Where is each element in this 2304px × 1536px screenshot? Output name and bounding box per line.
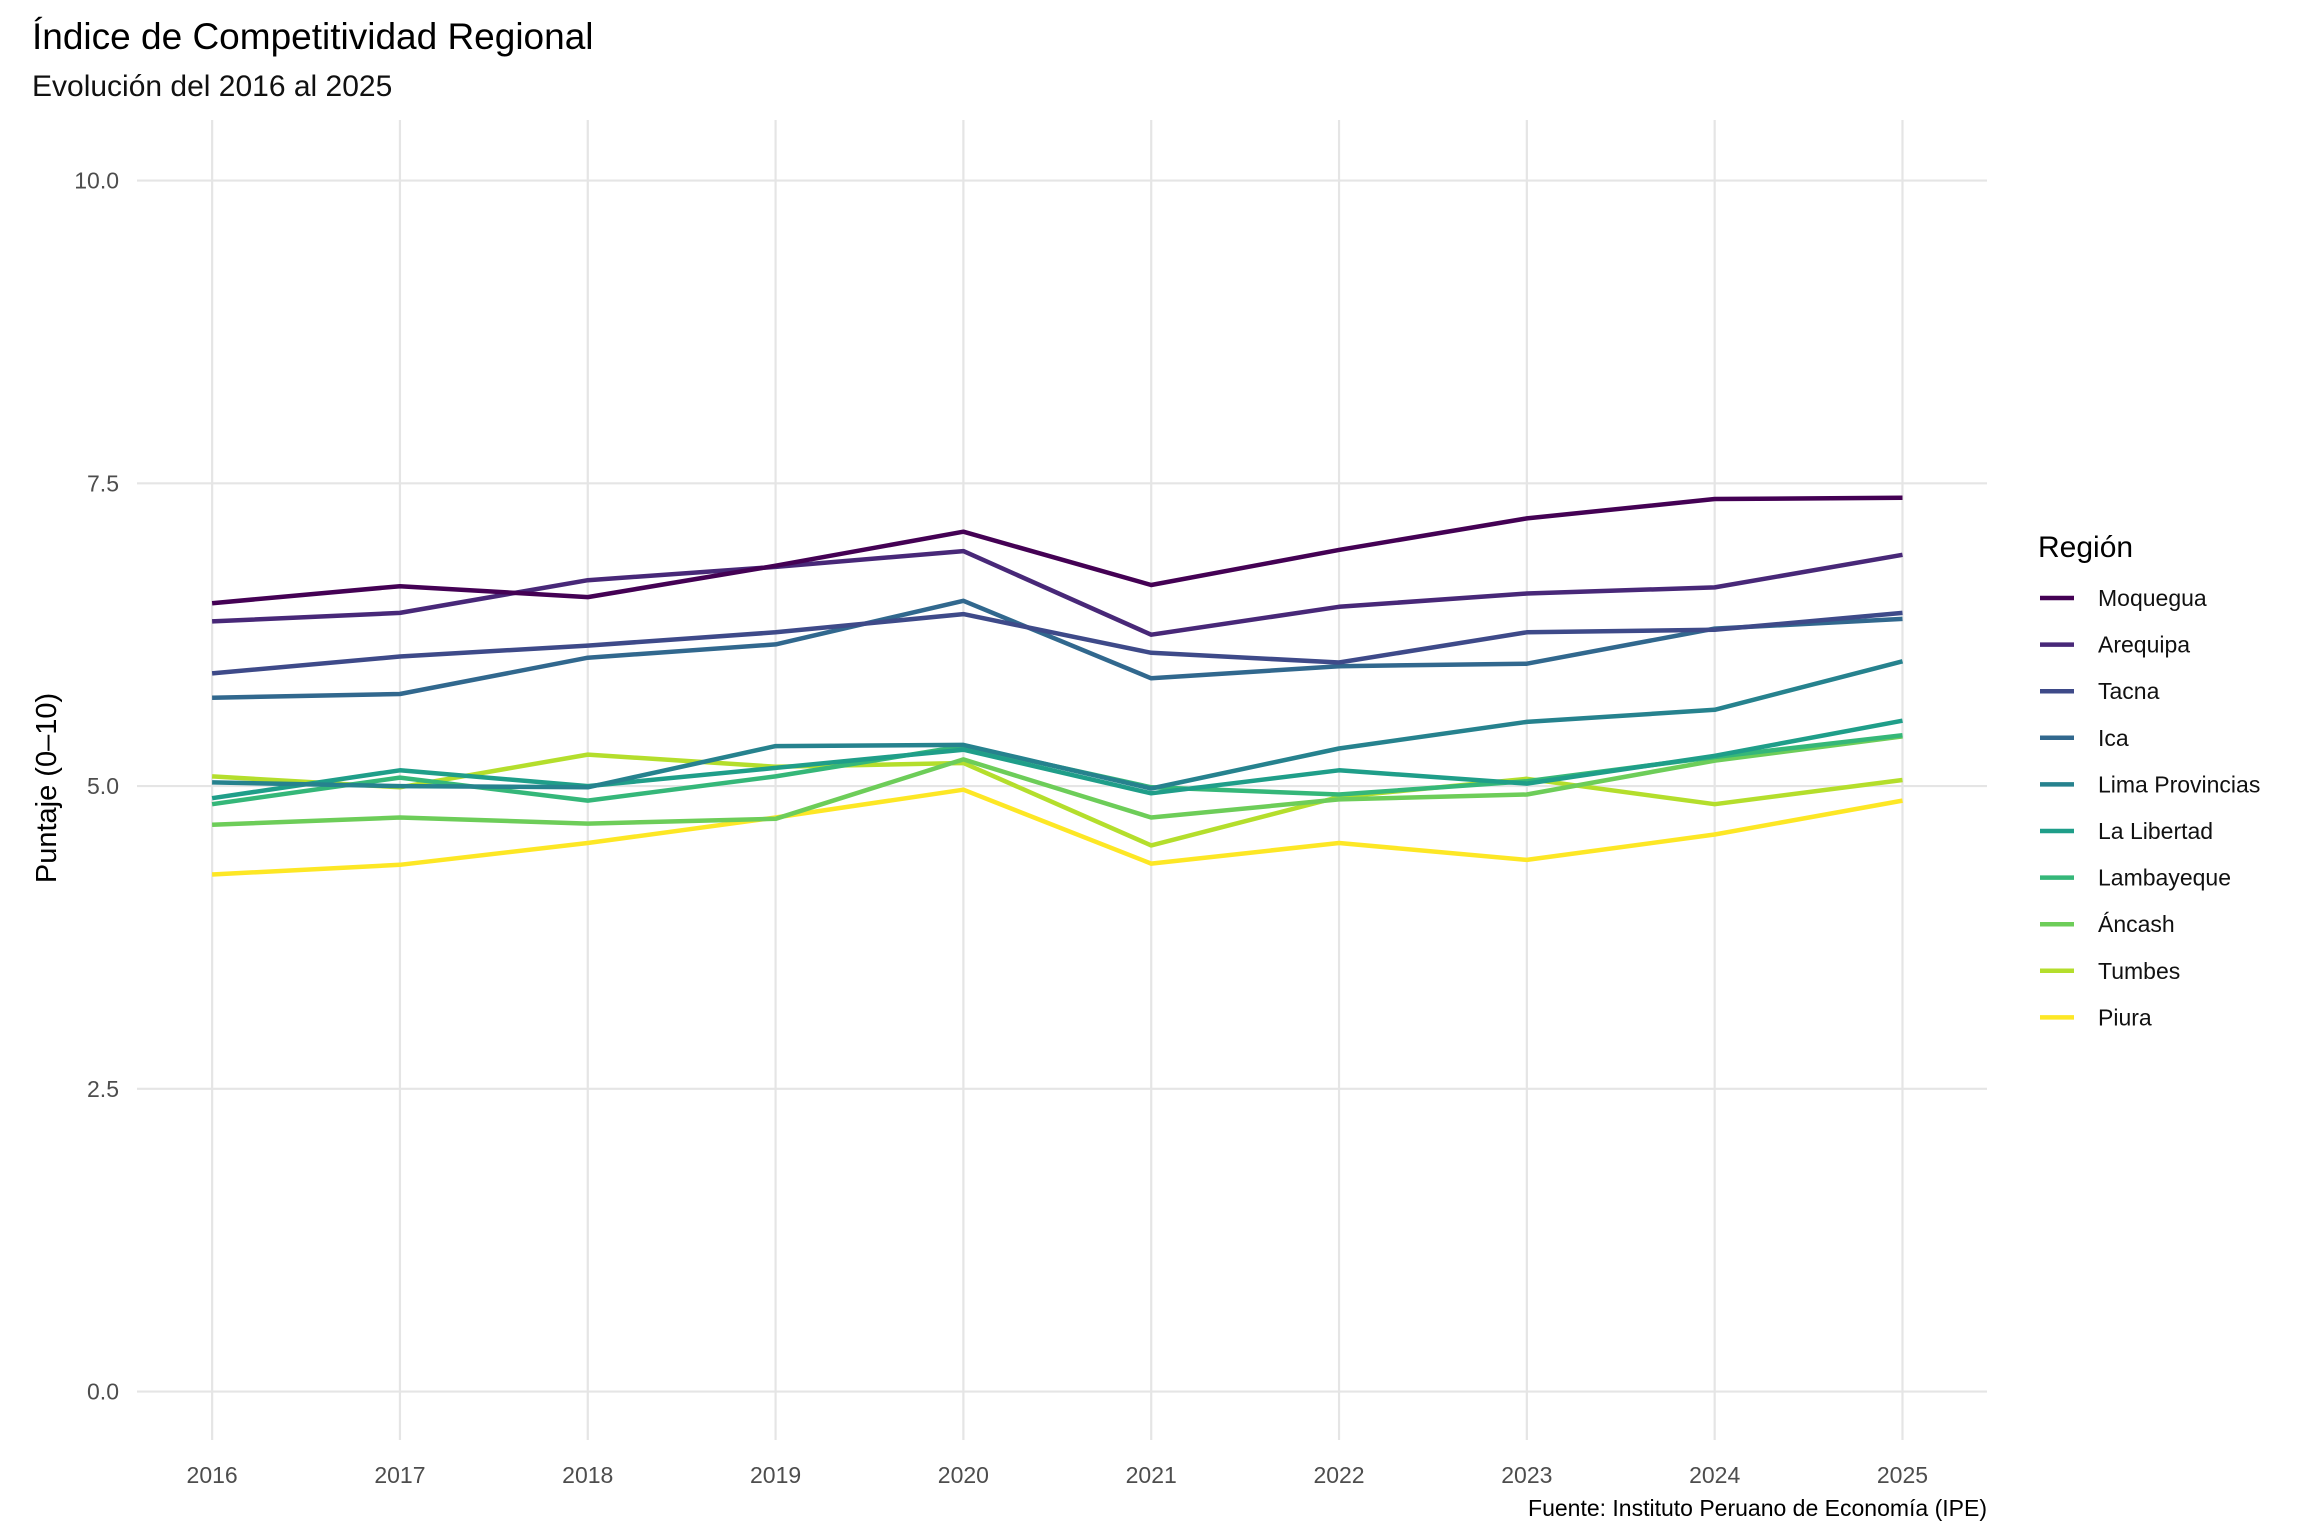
x-tick-label: 2016 xyxy=(187,1462,238,1488)
series-line-tacna xyxy=(211,610,1903,676)
legend-item: La Libertad xyxy=(2040,818,2213,844)
legend-label: Tacna xyxy=(2098,678,2160,704)
legend-item: Arequipa xyxy=(2040,632,2190,658)
legend-label: Moquegua xyxy=(2098,585,2207,611)
series-line-arequipa xyxy=(211,548,1903,637)
legend-label: Arequipa xyxy=(2098,632,2190,658)
x-tick-label: 2018 xyxy=(562,1462,613,1488)
x-tick-label: 2017 xyxy=(374,1462,425,1488)
x-tick-label: 2023 xyxy=(1501,1462,1552,1488)
legend-item: Lambayeque xyxy=(2040,865,2231,891)
x-tick-label: 2019 xyxy=(750,1462,801,1488)
legend-label: La Libertad xyxy=(2098,818,2213,844)
y-tick-label: 7.5 xyxy=(87,470,119,496)
x-tick-label: 2021 xyxy=(1126,1462,1177,1488)
legend-label: Áncash xyxy=(2098,911,2175,937)
x-tick-label: 2022 xyxy=(1313,1462,1364,1488)
series-line-lima-provincias xyxy=(212,659,1904,791)
series-line-ica xyxy=(212,598,1903,700)
chart-subtitle: Evolución del 2016 al 2025 xyxy=(32,70,392,103)
legend-title: Región xyxy=(2038,531,2133,564)
x-tick-label: 2025 xyxy=(1877,1462,1928,1488)
legend-item: Piura xyxy=(2040,1004,2152,1030)
series-line-la-libertad xyxy=(211,718,1903,801)
legend-item: Moquegua xyxy=(2040,585,2207,611)
legend-item: Lima Provincias xyxy=(2040,771,2260,797)
legend-item: Áncash xyxy=(2040,911,2175,937)
series-line-tumbes xyxy=(211,752,1903,848)
y-tick-label: 5.0 xyxy=(87,773,119,799)
series-line-áncash xyxy=(212,734,1903,828)
legend-label: Ica xyxy=(2098,725,2129,751)
chart-title: Índice de Competitividad Regional xyxy=(32,16,594,57)
y-tick-label: 0.0 xyxy=(87,1379,119,1405)
legend-label: Piura xyxy=(2098,1004,2152,1030)
series-lines xyxy=(211,495,1904,877)
legend-item: Tacna xyxy=(2040,678,2160,704)
y-axis-title: Puntaje (0–10) xyxy=(31,693,63,883)
x-tick-label: 2024 xyxy=(1689,1462,1740,1488)
legend-item: Ica xyxy=(2040,725,2129,751)
legend-item: Tumbes xyxy=(2040,958,2180,984)
y-tick-label: 2.5 xyxy=(87,1076,119,1102)
legend: Región Moquegua Arequipa Tacna Ica Lima Prov… xyxy=(2038,531,2260,1030)
legend-label: Lima Provincias xyxy=(2098,771,2260,797)
series-line-moquegua xyxy=(211,495,1903,606)
chart-caption: Fuente: Instituto Peruano de Economía (I… xyxy=(1528,1495,1987,1521)
legend-label: Lambayeque xyxy=(2098,865,2231,891)
y-axis-ticks: 0.0 2.5 5.0 7.5 10.0 xyxy=(74,168,119,1405)
y-tick-label: 10.0 xyxy=(74,168,119,194)
legend-label: Tumbes xyxy=(2098,958,2180,984)
x-axis-ticks: 2016 2017 2018 2019 2020 2021 2022 2023 2024 2025 xyxy=(187,1462,1929,1488)
x-tick-label: 2020 xyxy=(938,1462,989,1488)
series-line-piura xyxy=(211,787,1903,877)
